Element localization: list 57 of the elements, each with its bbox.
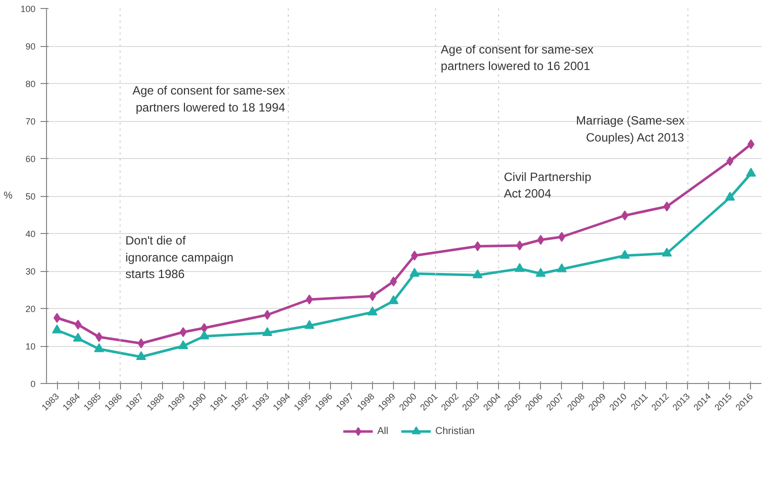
point: [368, 291, 376, 302]
point: [663, 202, 670, 212]
point: [514, 263, 525, 272]
point: [726, 156, 734, 166]
point: [746, 168, 756, 177]
point: [472, 269, 483, 278]
point: [180, 327, 187, 338]
y-tick-label: 10: [25, 342, 36, 352]
ref-line-label: Don't die of ignorance campaign starts 1986: [125, 234, 234, 282]
y-tick-label: 20: [25, 304, 36, 314]
y-tick-label: 40: [25, 229, 36, 239]
y-tick-label: 0: [30, 379, 36, 389]
point: [304, 320, 314, 329]
point: [136, 351, 146, 360]
point: [94, 343, 104, 352]
point: [724, 192, 735, 201]
point: [388, 295, 398, 304]
point: [390, 276, 397, 286]
y-tick-label: 100: [20, 4, 36, 14]
point: [73, 332, 84, 342]
point: [138, 338, 145, 348]
point: [620, 250, 630, 259]
point: [536, 268, 546, 277]
point: [474, 241, 482, 252]
point: [621, 210, 628, 220]
point: [199, 330, 210, 340]
point: [200, 323, 208, 333]
ref-line-label: Age of consent for same-sex partners lowered to 18 1994: [132, 84, 286, 114]
legend-label: All: [377, 426, 390, 436]
point: [54, 312, 61, 323]
ref-line-label: Marriage (Same-sex Couples) Act 2013: [576, 114, 685, 144]
point: [747, 139, 754, 150]
point: [96, 332, 103, 342]
y-tick-label: 30: [25, 266, 36, 276]
point: [262, 327, 272, 336]
point: [516, 240, 524, 250]
point: [52, 324, 62, 334]
point: [74, 320, 82, 330]
point: [306, 294, 313, 304]
point: [558, 232, 566, 242]
y-tick-label: 60: [25, 154, 36, 164]
point: [178, 340, 188, 350]
ref-line-label: Civil Partnership Act 2004: [504, 170, 592, 201]
y-axis-title: %: [4, 190, 13, 202]
y-tick-label: 90: [25, 42, 36, 52]
point: [411, 250, 418, 261]
point: [537, 234, 544, 245]
y-tick-label: 70: [25, 116, 36, 126]
point: [264, 310, 271, 320]
ref-line-label: Age of consent for same-sex partners lowered to 16 2001: [440, 42, 594, 74]
point: [556, 263, 567, 272]
y-tick-label: 50: [25, 192, 36, 202]
point: [662, 248, 672, 256]
point: [410, 268, 420, 277]
legend-label: Christian: [435, 426, 475, 436]
point: [367, 306, 378, 316]
y-tick-label: 80: [25, 79, 36, 89]
